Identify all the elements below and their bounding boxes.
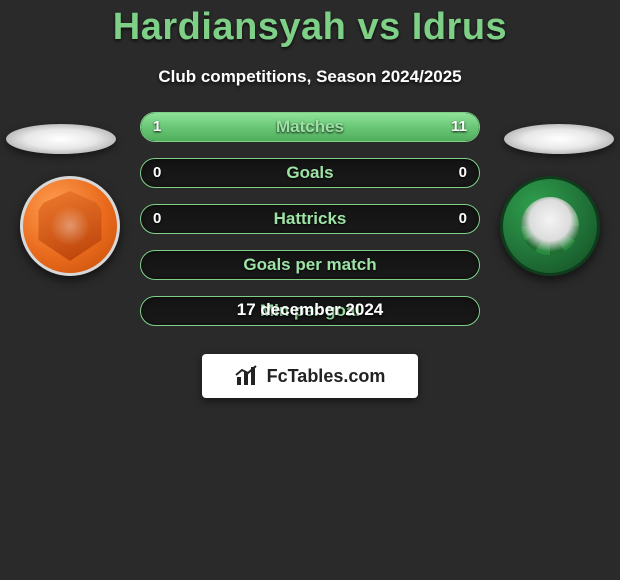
club-crest-right	[500, 176, 600, 276]
stat-bar: Goals per match	[140, 250, 480, 280]
stat-label: Goals per match	[141, 251, 479, 279]
stat-value-right: 0	[459, 205, 467, 233]
stat-value-left: 1	[153, 113, 161, 141]
stat-label: Goals	[141, 159, 479, 187]
stat-value-left: 0	[153, 205, 161, 233]
stat-value-right: 0	[459, 159, 467, 187]
stat-value-left: 0	[153, 159, 161, 187]
chart-icon	[235, 365, 261, 387]
club-crest-left	[20, 176, 120, 276]
stat-bar: Goals0 0	[140, 158, 480, 188]
player-right-halo	[504, 124, 614, 154]
stat-bar: Matches111	[140, 112, 480, 142]
player-left-halo	[6, 124, 116, 154]
page-title: Hardiansyah vs Idrus	[0, 0, 620, 49]
subtitle: Club competitions, Season 2024/2025	[0, 67, 620, 87]
stat-value-right: 11	[451, 113, 467, 141]
stat-label: Hattricks	[141, 205, 479, 233]
stat-bar: Hattricks0 0	[140, 204, 480, 234]
date-line: 17 december 2024	[0, 300, 620, 320]
branding-text: FcTables.com	[267, 366, 386, 387]
branding-badge[interactable]: FcTables.com	[202, 354, 418, 398]
stat-label: Matches	[141, 113, 479, 141]
